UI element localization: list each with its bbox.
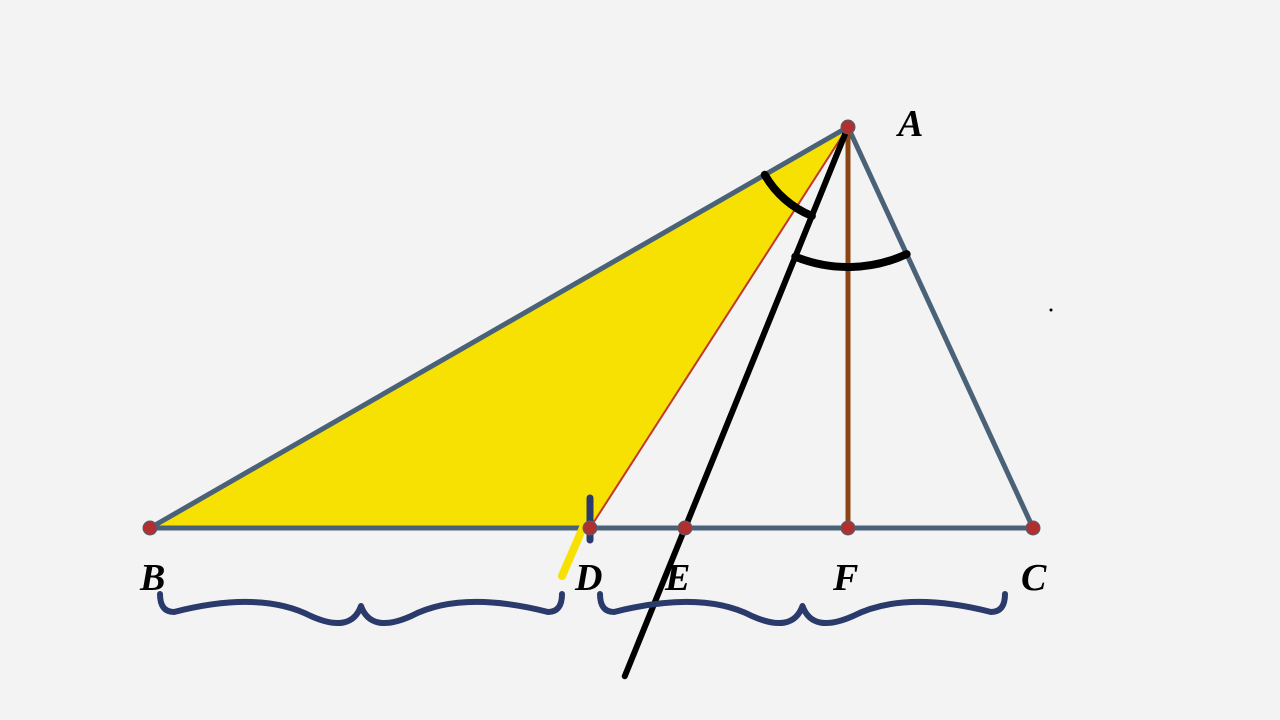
- point-F: [841, 521, 855, 535]
- label-B: B: [140, 556, 165, 600]
- label-A: A: [898, 102, 923, 146]
- point-B: [143, 521, 157, 535]
- point-A: [841, 120, 855, 134]
- brace-BD: [160, 594, 562, 623]
- label-E: E: [665, 556, 690, 600]
- geometry-diagram: [0, 0, 1280, 720]
- brace-DC: [600, 594, 1005, 623]
- point-C: [1026, 521, 1040, 535]
- angle-arc-1: [795, 254, 906, 267]
- point-D: [583, 521, 597, 535]
- label-D: D: [575, 556, 602, 600]
- point-E: [678, 521, 692, 535]
- label-C: C: [1021, 556, 1046, 600]
- label-F: F: [833, 556, 858, 600]
- stray-dot: [1050, 309, 1053, 312]
